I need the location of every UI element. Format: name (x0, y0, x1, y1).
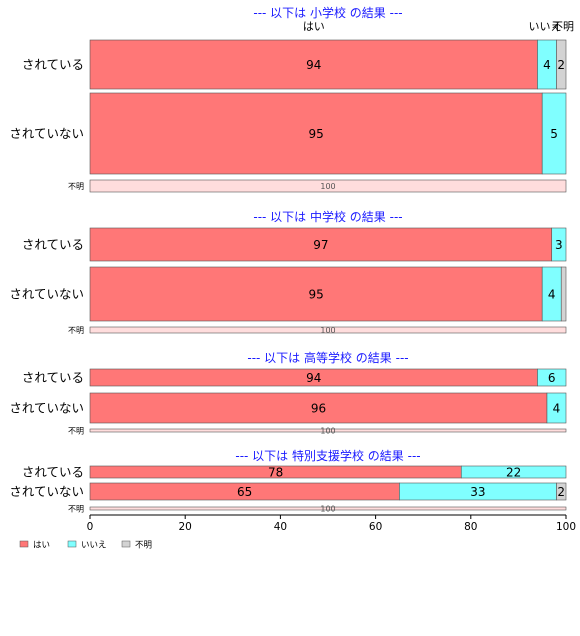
data-label: 2 (557, 58, 565, 72)
row-label: されている (22, 237, 84, 252)
legend-label: はい (33, 541, 50, 551)
row-label: 不明 (68, 182, 84, 191)
data-label: 78 (268, 466, 283, 480)
x-tick-label: 100 (556, 521, 576, 533)
data-label: 4 (553, 402, 561, 416)
row-label: 不明 (68, 326, 84, 335)
x-tick-label: 60 (369, 521, 382, 533)
data-label: 22 (506, 466, 521, 480)
bar-segment (556, 482, 567, 501)
legend-swatch (19, 540, 29, 548)
legend-swatch (121, 540, 131, 548)
data-label: 95 (308, 288, 323, 302)
legend-label: 不明 (135, 541, 152, 551)
data-label: 94 (306, 58, 321, 72)
data-label: 3 (555, 238, 563, 252)
data-label: 100 (320, 182, 335, 191)
data-label: 4 (543, 58, 551, 72)
bar-segment (89, 428, 567, 433)
section-title: --- 以下は 特別支援学校 の結果 --- (235, 448, 420, 463)
data-label: 4 (548, 288, 556, 302)
bar-segment (537, 368, 567, 387)
section-title: --- 以下は 高等学校 の結果 --- (247, 350, 408, 365)
row-label: されていない (9, 126, 84, 141)
column-header-1: いいえ (528, 20, 561, 33)
legend-label: いいえ (81, 541, 107, 551)
section-title: --- 以下は 小学校 の結果 --- (253, 5, 402, 20)
data-label: 5 (550, 127, 558, 141)
column-header-0: はい (303, 20, 325, 33)
section-title: --- 以下は 中学校 の結果 --- (253, 209, 402, 224)
bar-segment (89, 506, 567, 511)
row-label: されている (22, 370, 84, 385)
data-label: 100 (320, 505, 335, 514)
data-label: 100 (320, 326, 335, 335)
x-tick-label: 80 (464, 521, 477, 533)
bar-segment (560, 266, 567, 322)
bar-segment (89, 326, 567, 334)
data-label: 100 (320, 427, 335, 436)
data-label: 6 (548, 371, 556, 385)
data-label: 97 (313, 238, 328, 252)
row-label: されていない (9, 484, 84, 499)
row-label: されている (22, 57, 84, 72)
bar-segment (460, 465, 567, 479)
bar-segment (556, 39, 567, 90)
bar-segment (551, 227, 567, 262)
x-tick-label: 0 (87, 521, 94, 533)
data-label: 2 (557, 485, 565, 499)
bar-segment (89, 92, 543, 175)
data-label: 95 (308, 127, 323, 141)
data-label: 33 (470, 485, 485, 499)
bar-segment (546, 392, 567, 424)
row-label: 不明 (68, 505, 84, 514)
row-label: されていない (9, 401, 84, 416)
bar-segment (89, 179, 567, 193)
data-label: 96 (311, 402, 326, 416)
bar-segment (89, 266, 543, 322)
legend-swatch (67, 540, 77, 548)
bar-segment (541, 92, 567, 175)
x-tick-label: 40 (274, 521, 287, 533)
x-tick-label: 20 (179, 521, 192, 533)
data-label: 65 (237, 485, 252, 499)
row-label: されている (22, 465, 84, 480)
row-label: 不明 (68, 427, 84, 436)
row-label: されていない (9, 287, 84, 302)
data-label: 94 (306, 371, 321, 385)
column-header-2: 不明 (552, 20, 574, 33)
